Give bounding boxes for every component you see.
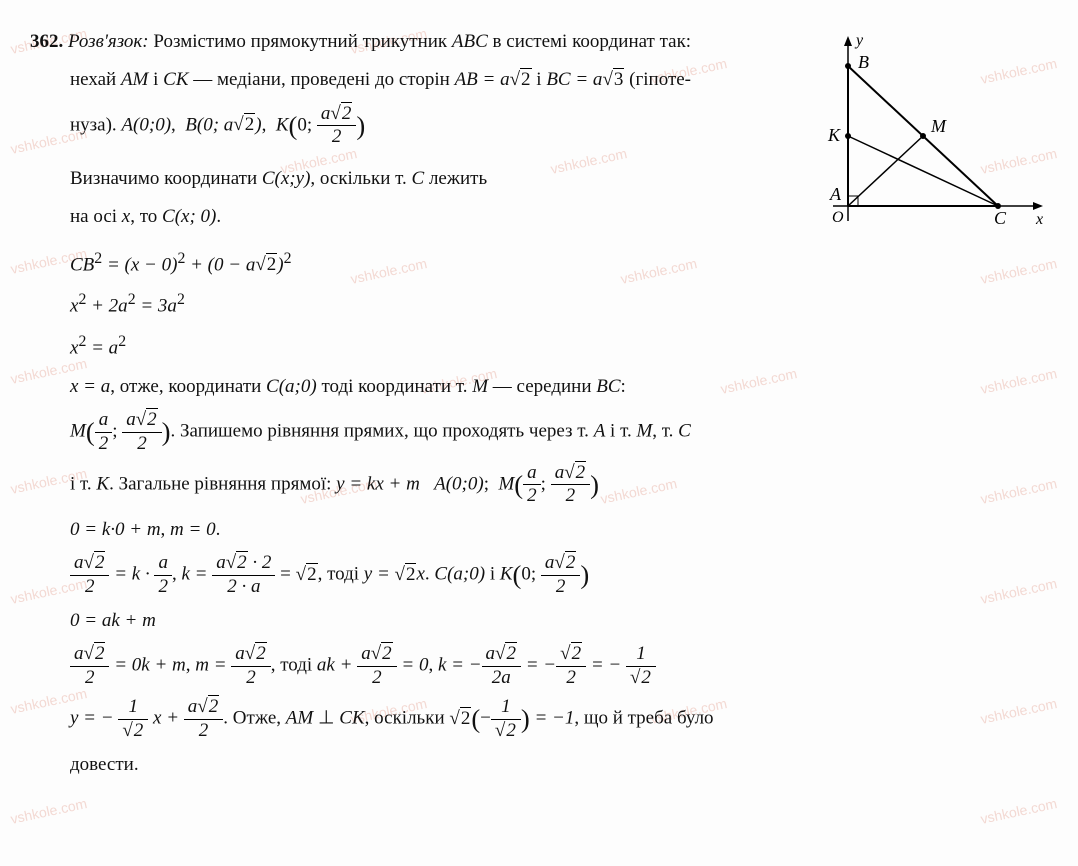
- svg-text:K: K: [827, 125, 841, 145]
- eq-x2a2: x2 = a2: [30, 329, 1048, 365]
- svg-text:x: x: [1035, 211, 1043, 228]
- solution-line-6: x = a, отже, координати C(a;0) тоді коор…: [30, 371, 1048, 403]
- problem-number: 362.: [30, 31, 63, 52]
- eq-line-8: y = − 12 x + a22. Отже, AM ⊥ CK, оскільк…: [30, 696, 1048, 743]
- solution-last: довести.: [30, 749, 1048, 781]
- coordinate-diagram: B C A K M Oy x: [808, 26, 1048, 257]
- svg-text:M: M: [930, 116, 947, 136]
- eq-line-7: a22 = 0k + m, m = a22, тоді ak + a22 = 0…: [30, 643, 1048, 690]
- svg-text:y: y: [854, 32, 864, 49]
- solution-label: Розв'язок:: [68, 31, 149, 52]
- svg-text:O: O: [832, 209, 844, 226]
- eq-line-5: a22 = k · a2, k = a2 · 22 · a = 2, тоді …: [30, 552, 1048, 599]
- eq-x2: x2 + 2a2 = 3a2: [30, 287, 1048, 323]
- eq-line-6: 0 = ak + m: [30, 605, 1048, 637]
- svg-text:C: C: [994, 208, 1007, 228]
- svg-text:B: B: [858, 52, 869, 72]
- eq-line-4: 0 = k·0 + m, m = 0.: [30, 514, 1048, 546]
- svg-text:A: A: [829, 184, 842, 204]
- solution-line-7: M(a2; a22). Запишемо рівняння прямих, що…: [30, 409, 1048, 456]
- solution-line-8: і т. K. Загальне рівняння прямої: y = kx…: [30, 462, 1048, 509]
